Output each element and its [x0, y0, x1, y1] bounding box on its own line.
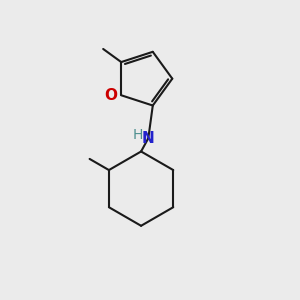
- Text: N: N: [142, 131, 155, 146]
- Text: H: H: [133, 128, 143, 142]
- Text: O: O: [104, 88, 117, 103]
